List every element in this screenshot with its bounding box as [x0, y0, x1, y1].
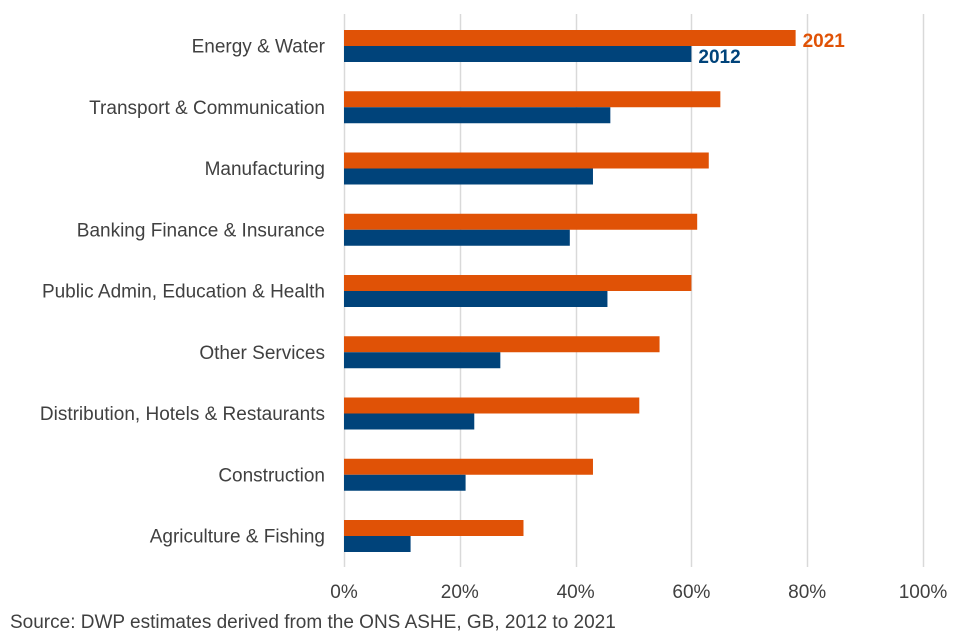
bar-2021: [344, 397, 640, 414]
category-label: Manufacturing: [205, 159, 325, 180]
bar-2021: [344, 213, 698, 230]
bar-2012: [344, 46, 692, 62]
category-label: Transport & Communication: [89, 98, 325, 119]
bar-2021: [344, 91, 721, 108]
bar-2012: [344, 168, 593, 185]
bar-2012: [344, 474, 466, 491]
bar-2021: [344, 336, 660, 353]
series-label-2021: 2021: [803, 31, 846, 52]
bar-2021: [344, 458, 593, 475]
bar-2021: [344, 30, 796, 46]
bar-2021: [344, 152, 709, 169]
bar-2021: [344, 275, 692, 291]
category-label: Public Admin, Education & Health: [42, 282, 325, 303]
category-label: Distribution, Hotels & Restaurants: [40, 404, 325, 425]
x-tick-label: 0%: [330, 582, 358, 603]
x-tick-label: 20%: [441, 582, 479, 603]
category-label: Other Services: [199, 343, 325, 364]
category-label: Banking Finance & Insurance: [77, 220, 325, 241]
category-labels: Energy & Water Transport & Communication M…: [40, 37, 326, 548]
x-tick-label: 80%: [788, 582, 826, 603]
x-tick-label: 60%: [672, 582, 710, 603]
bar-2012: [344, 352, 501, 369]
series-label-2012: 2012: [698, 47, 740, 68]
category-label: Construction: [218, 465, 325, 486]
series-labels: 2021 2012: [698, 31, 845, 68]
x-tick-label: 40%: [557, 582, 595, 603]
category-label: Energy & Water: [192, 37, 326, 58]
bar-2012: [344, 107, 611, 124]
bars: [344, 30, 796, 552]
bar-2012: [344, 413, 475, 430]
source-note: Source: DWP estimates derived from the O…: [10, 612, 616, 633]
bar-2021: [344, 520, 524, 536]
bar-2012: [344, 536, 411, 552]
x-axis-tick-labels: 0% 20% 40% 60% 80% 100%: [330, 582, 947, 603]
bar-2012: [344, 291, 608, 307]
x-tick-label: 100%: [899, 582, 948, 603]
bar-2012: [344, 229, 570, 246]
category-label: Agriculture & Fishing: [150, 527, 325, 548]
